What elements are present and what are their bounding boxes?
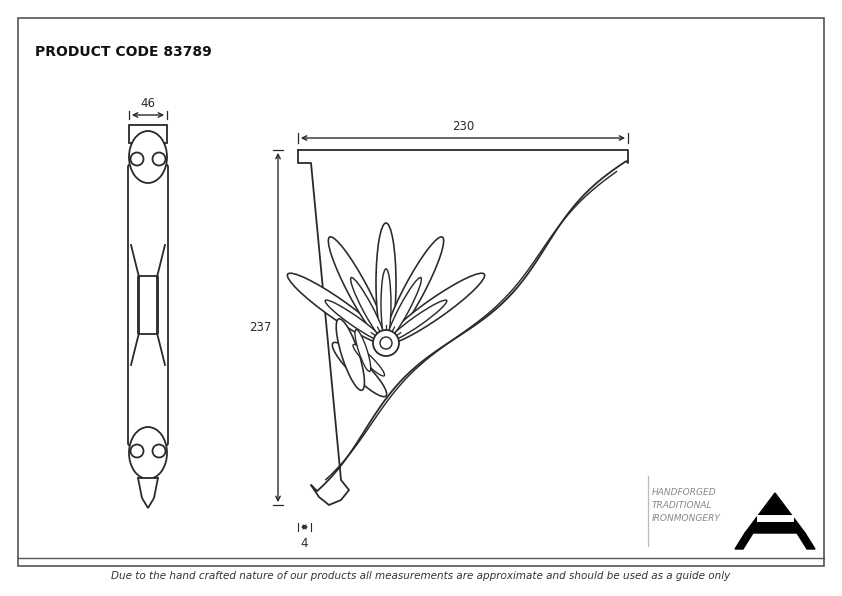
Ellipse shape xyxy=(333,342,386,397)
Polygon shape xyxy=(131,245,139,365)
Bar xyxy=(129,125,167,143)
Ellipse shape xyxy=(350,278,385,340)
Ellipse shape xyxy=(336,319,365,390)
Text: 237: 237 xyxy=(249,321,272,334)
Ellipse shape xyxy=(387,278,421,340)
Circle shape xyxy=(131,153,143,166)
Text: IRONMONGERY: IRONMONGERY xyxy=(652,514,721,523)
Ellipse shape xyxy=(129,427,167,479)
Polygon shape xyxy=(797,533,815,549)
Circle shape xyxy=(152,445,166,458)
Ellipse shape xyxy=(389,300,447,341)
Ellipse shape xyxy=(353,344,385,376)
Text: Due to the hand crafted nature of our products all measurements are approximate : Due to the hand crafted nature of our pr… xyxy=(111,571,731,581)
Text: 230: 230 xyxy=(452,120,474,133)
Circle shape xyxy=(152,153,166,166)
Text: 4: 4 xyxy=(301,537,308,550)
Ellipse shape xyxy=(129,131,167,183)
Ellipse shape xyxy=(325,300,383,341)
Text: PRODUCT CODE 83789: PRODUCT CODE 83789 xyxy=(35,45,211,59)
Text: 46: 46 xyxy=(141,97,156,110)
Circle shape xyxy=(380,337,392,349)
Circle shape xyxy=(131,445,143,458)
Ellipse shape xyxy=(287,273,386,344)
FancyBboxPatch shape xyxy=(128,164,168,446)
Ellipse shape xyxy=(385,237,444,343)
Ellipse shape xyxy=(381,269,391,339)
Polygon shape xyxy=(298,150,628,505)
Ellipse shape xyxy=(355,330,370,371)
Ellipse shape xyxy=(328,237,387,343)
Text: HANDFORGED: HANDFORGED xyxy=(652,488,717,497)
Text: TRADITIONAL: TRADITIONAL xyxy=(652,501,712,510)
Polygon shape xyxy=(138,478,158,508)
Polygon shape xyxy=(157,245,165,365)
Ellipse shape xyxy=(376,223,396,343)
Ellipse shape xyxy=(386,273,485,344)
Polygon shape xyxy=(735,533,753,549)
FancyBboxPatch shape xyxy=(138,276,158,334)
Polygon shape xyxy=(745,493,805,533)
Circle shape xyxy=(373,330,399,356)
